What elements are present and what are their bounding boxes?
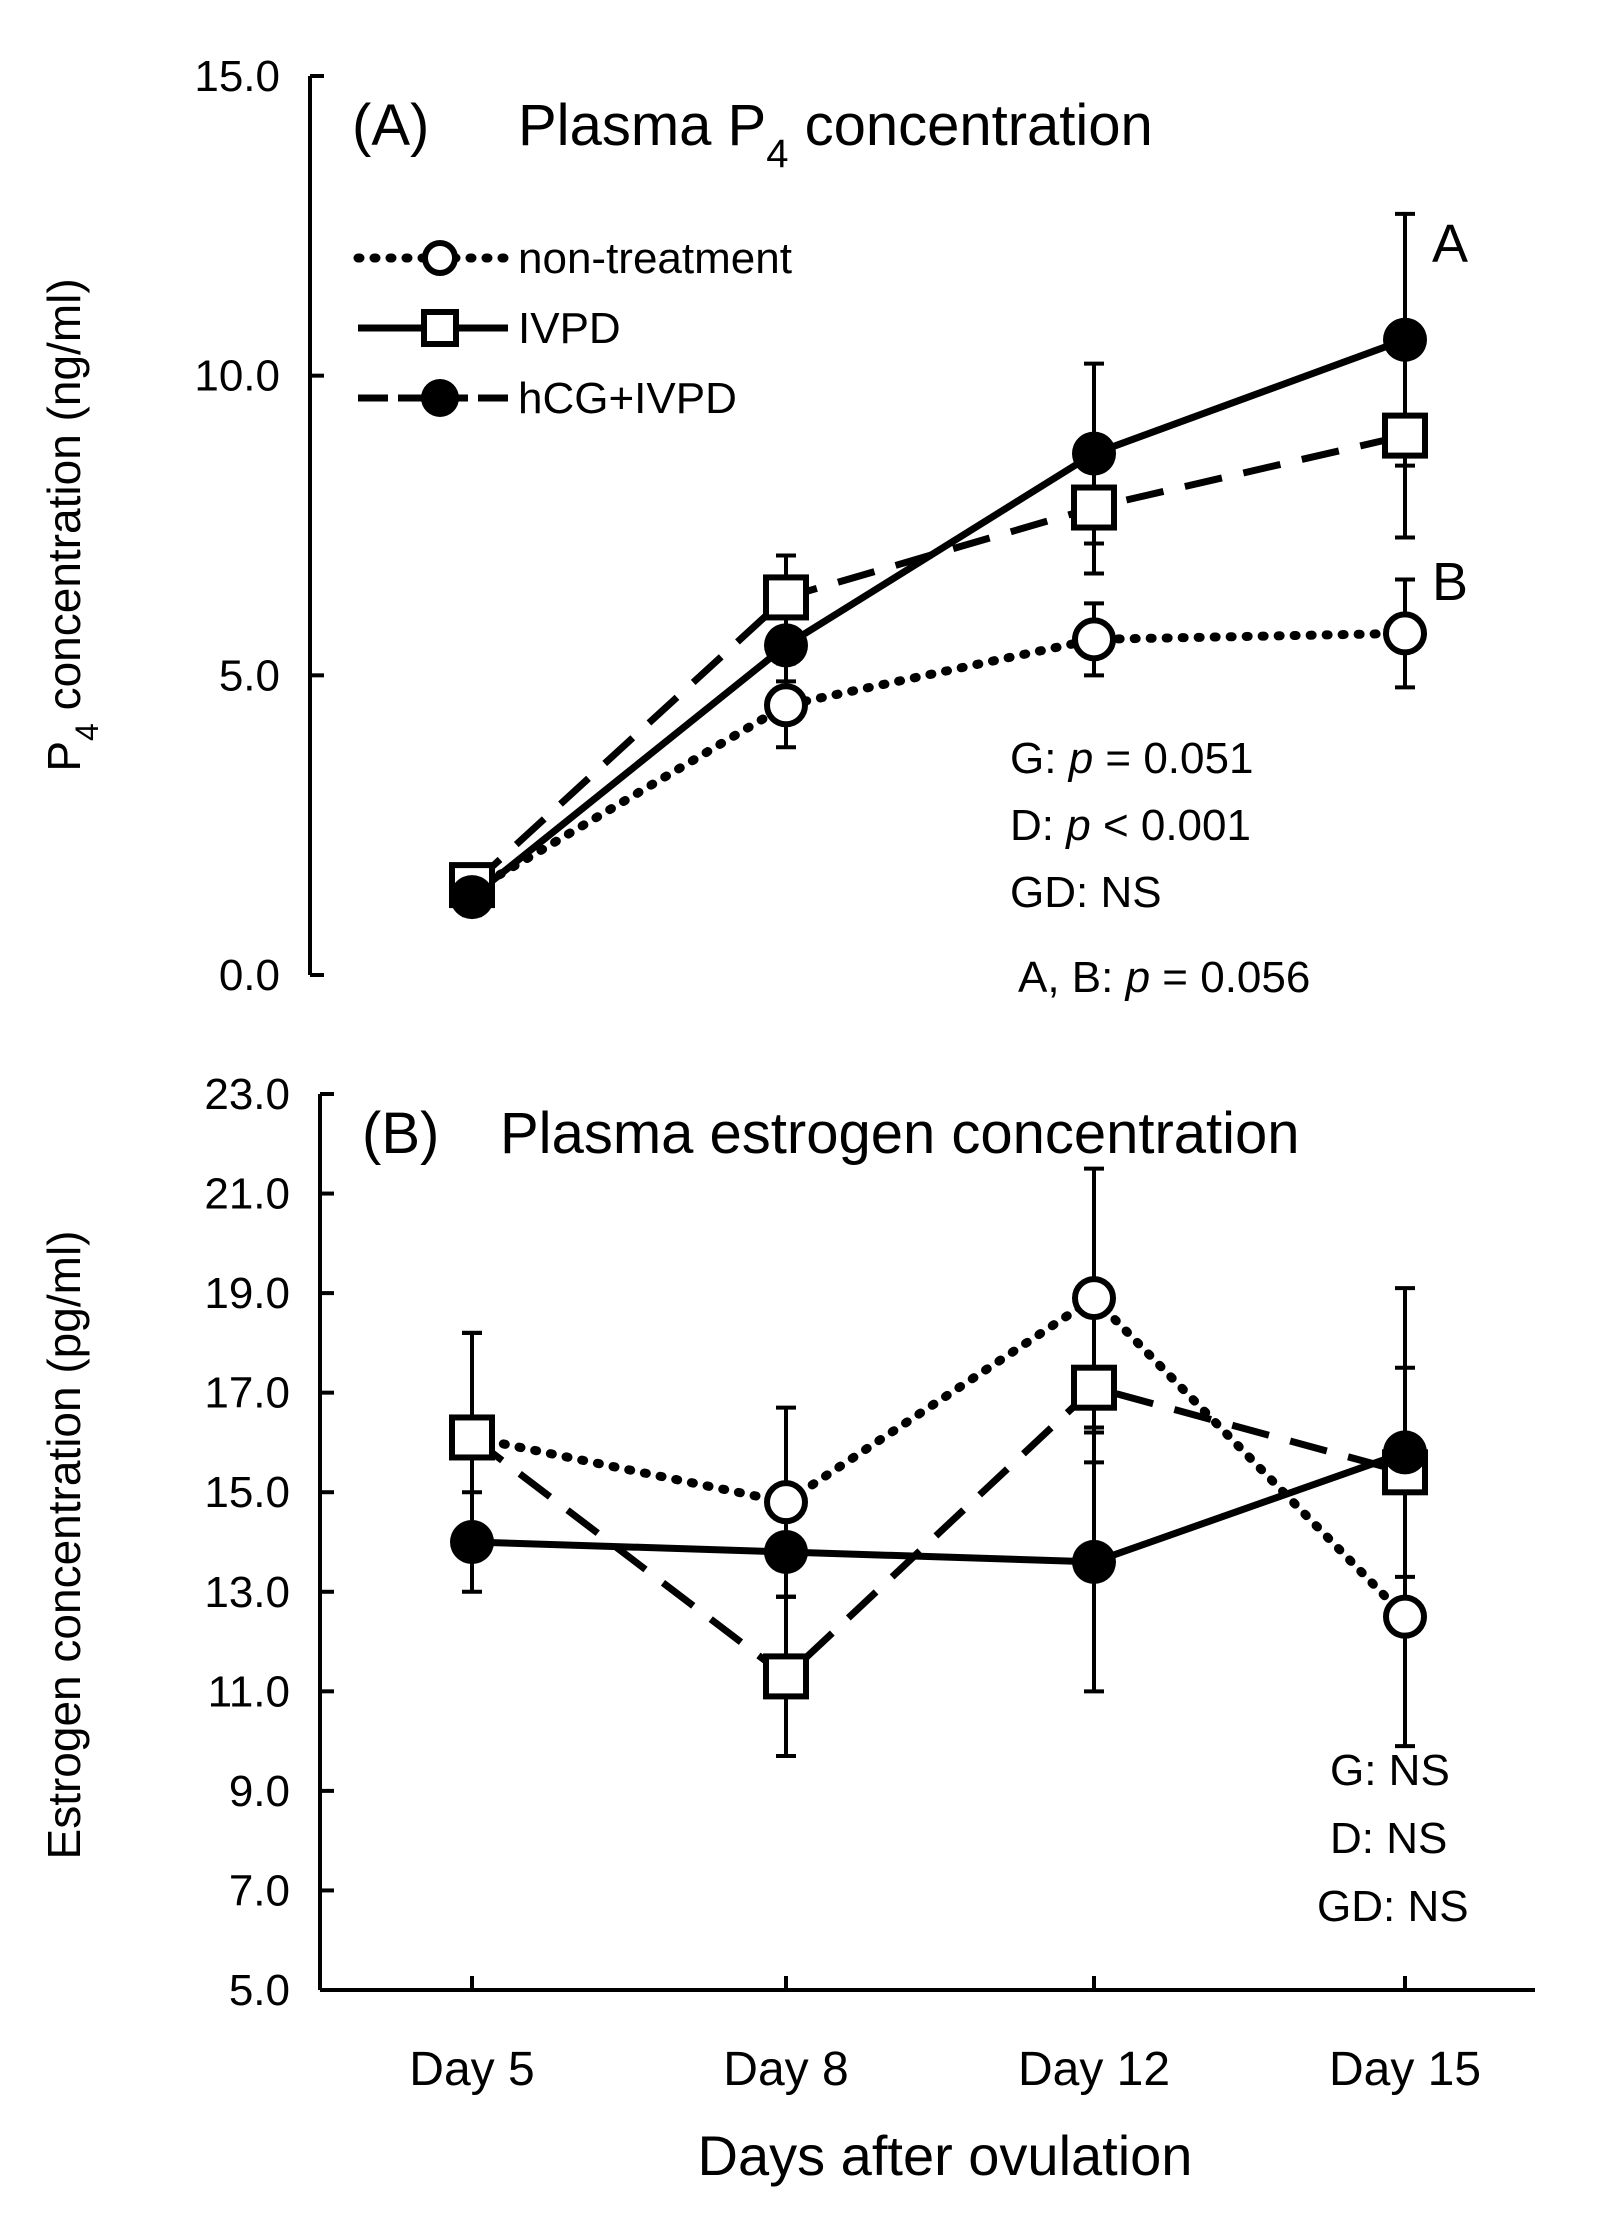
series-line-non-treatment	[467, 628, 1410, 896]
legend-label-ivpd: IVPD	[518, 304, 621, 353]
panel-a-y-tick-label: 0.0	[219, 951, 280, 1000]
panel-a-y-tick-label: 10.0	[194, 352, 280, 401]
series-line-hcg-ivpd	[471, 1449, 1407, 1566]
data-point-non-treatment	[764, 683, 808, 728]
panel-b-y-tick-label: 11.0	[208, 1667, 290, 1716]
panel-a-series	[449, 211, 1428, 920]
data-point-ivpd	[449, 1414, 495, 1461]
panel-b-y-tick-label: 5.0	[229, 1966, 290, 2015]
panel-a-stat-g: G: p = 0.051	[1010, 734, 1253, 783]
stat-d-p: p	[1064, 801, 1090, 850]
x-tick-label-day-5: Day 5	[409, 2043, 534, 2096]
data-point-ivpd	[1071, 484, 1117, 531]
stat-d-prefix: D:	[1010, 801, 1066, 850]
panel-b-title: Plasma estrogen concentration	[500, 1101, 1300, 1166]
panel-b-estrogen-chart: 5.0 7.0 9.0 11.0 13.0 15.0 17.0 19.0 21.0 23.0 Da…	[38, 1070, 1535, 2187]
panel-a-stat-ab: A, B: p = 0.056	[1018, 953, 1310, 1002]
panel-b-label: (B)	[362, 1101, 439, 1166]
panel-b-y-tick-label: 23.0	[204, 1070, 290, 1119]
data-point-non-treatment	[764, 1480, 808, 1525]
panel-a-title: Plasma P4 concentration	[518, 93, 1153, 176]
panel-b-stat-d: D: NS	[1330, 1814, 1447, 1863]
legend-marker-open-circle	[422, 240, 458, 276]
data-point-ivpd	[763, 574, 809, 621]
data-point-hcg-ivpd	[1383, 317, 1427, 362]
legend-marker-filled-circle	[421, 379, 459, 417]
data-point-hcg-ivpd	[1072, 431, 1116, 476]
significance-letter-a: A	[1432, 214, 1468, 274]
panel-b-y-tick-label: 13.0	[204, 1568, 290, 1617]
data-point-hcg-ivpd	[450, 1520, 494, 1564]
legend-label-non-treatment: non-treatment	[518, 234, 792, 283]
series-line-ivpd	[469, 1384, 1406, 1680]
x-tick-label-day-8: Day 8	[723, 2043, 848, 2096]
panel-a-y-tick-labels: 0.0 5.0 10.0 15.0	[194, 52, 280, 1000]
data-point-non-treatment	[1072, 1276, 1116, 1321]
x-tick-label-day-12: Day 12	[1018, 2043, 1170, 2096]
data-point-non-treatment	[1383, 1594, 1427, 1639]
legend-item-ivpd: IVPD	[358, 304, 621, 353]
data-point-ivpd	[763, 1653, 809, 1700]
panel-b-y-ticks	[320, 1092, 334, 1992]
panel-b-y-tick-label: 17.0	[204, 1369, 290, 1418]
legend-label-hcg-ivpd: hCG+IVPD	[518, 374, 737, 423]
data-point-ivpd	[1382, 412, 1428, 459]
stat-ab-prefix: A, B:	[1018, 953, 1126, 1002]
panel-b-y-tick-label: 21.0	[204, 1170, 290, 1219]
legend-item-non-treatment: non-treatment	[353, 234, 792, 283]
series-line-non-treatment	[467, 1293, 1410, 1622]
panel-a-stat-gd: GD: NS	[1010, 868, 1162, 917]
panel-a-title-main: Plasma P	[518, 93, 766, 158]
panel-b-y-tick-labels: 5.0 7.0 9.0 11.0 13.0 15.0 17.0 19.0 21.0 23.0	[204, 1070, 290, 2015]
data-point-hcg-ivpd	[1383, 1430, 1427, 1475]
panel-b-y-tick-label: 9.0	[229, 1767, 290, 1816]
series-line-ivpd	[469, 432, 1406, 888]
data-point-hcg-ivpd	[764, 1529, 808, 1574]
panel-b-y-tick-label: 19.0	[204, 1269, 290, 1318]
panel-b-x-ticks	[470, 1976, 1407, 1990]
panel-a-title-rest: concentration	[788, 93, 1152, 158]
x-tick-label-day-15: Day 15	[1329, 2043, 1481, 2096]
panel-a-stat-d: D: p < 0.001	[1010, 801, 1251, 850]
panel-b-y-tick-label: 7.0	[229, 1866, 290, 1915]
panel-a-p4-chart: 0.05.010.015.0 P4 concentration (ng/ml) …	[38, 52, 1468, 1002]
panel-a-y-axis-title-rest: concentration (ng/ml)	[38, 278, 90, 723]
panel-b-series	[449, 1166, 1428, 1759]
panel-a-y-tick-label: 5.0	[219, 651, 280, 700]
stat-g-p: p	[1067, 734, 1093, 783]
panel-b-y-axis-title: Estrogen concentration (pg/ml)	[38, 1231, 90, 1860]
data-point-hcg-ivpd	[450, 875, 494, 920]
panel-b-x-tick-labels: Day 5 Day 8 Day 12 Day 15	[409, 2043, 1481, 2096]
significance-letter-b: B	[1432, 552, 1468, 612]
stat-ab-p: p	[1124, 953, 1150, 1002]
panel-a-y-tick-label: 15.0	[194, 52, 280, 101]
data-point-hcg-ivpd	[1072, 1539, 1116, 1584]
data-point-hcg-ivpd	[764, 623, 808, 668]
legend-item-hcg-ivpd: hCG+IVPD	[358, 374, 737, 423]
series-line-hcg-ivpd	[469, 336, 1407, 900]
panel-a-y-axis-title-sub: 4	[69, 723, 105, 741]
stat-g-prefix: G:	[1010, 734, 1069, 783]
stat-d-rest: < 0.001	[1091, 801, 1251, 850]
panel-a-y-axis-title: P4 concentration (ng/ml)	[38, 278, 105, 771]
stat-ab-rest: = 0.056	[1150, 953, 1310, 1002]
panel-a-legend: non-treatment IVPD hCG+IVPD	[353, 234, 792, 423]
data-point-ivpd	[1071, 1364, 1117, 1411]
panel-b-stat-gd: GD: NS	[1317, 1882, 1469, 1931]
panel-a-y-ticks	[310, 74, 324, 977]
stat-g-rest: = 0.051	[1093, 734, 1253, 783]
data-point-non-treatment	[1072, 617, 1116, 662]
panel-a-y-axis-title-main: P	[38, 741, 90, 772]
panel-b-y-tick-label: 15.0	[204, 1468, 290, 1517]
panel-a-title-sub: 4	[766, 132, 788, 176]
data-point-non-treatment	[1383, 611, 1427, 656]
panel-b-stat-g: G: NS	[1330, 1746, 1450, 1795]
legend-marker-open-square	[421, 309, 459, 347]
x-axis-title: Days after ovulation	[698, 2124, 1193, 2187]
panel-a-label: (A)	[352, 93, 429, 158]
